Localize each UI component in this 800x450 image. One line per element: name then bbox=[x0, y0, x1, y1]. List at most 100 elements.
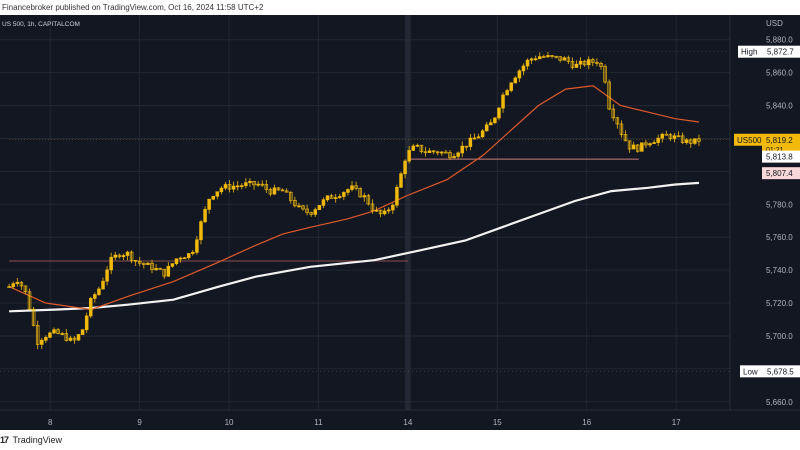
candle-body bbox=[35, 325, 40, 345]
candle-body bbox=[689, 139, 693, 144]
candle-body bbox=[395, 186, 399, 206]
y-tick-label: 5,720.0 bbox=[766, 299, 793, 308]
candle-body bbox=[615, 117, 620, 125]
candle-body bbox=[11, 283, 15, 287]
candle-body bbox=[248, 180, 252, 184]
candle-body bbox=[313, 209, 318, 215]
candle-body bbox=[40, 339, 44, 345]
x-tick-label: 9 bbox=[137, 418, 142, 427]
candle-body bbox=[631, 144, 636, 150]
candle-body bbox=[293, 200, 297, 207]
candle-body bbox=[525, 59, 530, 67]
candle-body bbox=[587, 59, 591, 66]
current-symbol-tag: US500 bbox=[737, 136, 762, 145]
candle-body bbox=[76, 334, 81, 341]
candle-body bbox=[619, 123, 624, 135]
candle-body bbox=[105, 269, 109, 282]
candle-body bbox=[260, 183, 264, 186]
candle-body bbox=[693, 138, 697, 144]
publish-text: Financebroker published on TradingView.c… bbox=[2, 3, 264, 12]
candle-body bbox=[684, 139, 689, 143]
candle-body bbox=[289, 191, 293, 201]
candle-body bbox=[558, 56, 562, 61]
candle-body bbox=[672, 135, 677, 139]
candle-body bbox=[129, 251, 134, 261]
candle-body bbox=[366, 195, 371, 205]
candle-body bbox=[56, 329, 60, 334]
candle-body bbox=[640, 142, 644, 152]
candle-body bbox=[182, 257, 187, 260]
candle-body bbox=[570, 60, 575, 68]
candle-body bbox=[321, 199, 326, 206]
candle-body bbox=[93, 294, 97, 299]
candle-body bbox=[644, 142, 648, 146]
x-tick-label: 17 bbox=[672, 418, 681, 427]
candle-body bbox=[15, 281, 20, 284]
candle-body bbox=[346, 189, 350, 193]
high-value: 5,872.7 bbox=[767, 48, 794, 57]
publish-header: Financebroker published on TradingView.c… bbox=[0, 0, 800, 15]
candle-body bbox=[407, 150, 411, 162]
candle-body bbox=[195, 239, 199, 253]
footer-bar: 17 TradingView bbox=[0, 430, 800, 450]
candle-body bbox=[146, 262, 150, 265]
candle-body bbox=[607, 81, 611, 110]
x-tick-label: 11 bbox=[314, 418, 323, 427]
low-value: 5,678.5 bbox=[767, 367, 794, 376]
candle-body bbox=[697, 138, 701, 142]
candle-body bbox=[635, 144, 640, 152]
low-tag-bg bbox=[740, 365, 764, 378]
candle-body bbox=[517, 70, 522, 79]
candle-body bbox=[342, 192, 346, 197]
candle-body bbox=[7, 286, 11, 288]
candle-body bbox=[574, 63, 579, 68]
y-tick-label: 5,700.0 bbox=[766, 332, 793, 341]
candle-body bbox=[668, 134, 673, 139]
candle-body bbox=[444, 151, 448, 154]
candle-body bbox=[150, 262, 154, 271]
ma-slow-line bbox=[9, 181, 700, 313]
session-separator bbox=[404, 15, 411, 410]
price-axis bbox=[730, 15, 800, 430]
candle-body bbox=[309, 212, 313, 215]
candle-body bbox=[199, 221, 203, 241]
candle-body bbox=[113, 254, 118, 258]
candle-body bbox=[154, 268, 158, 271]
y-tick-label: 5,880.0 bbox=[766, 36, 793, 45]
candle-body bbox=[603, 66, 607, 83]
candle-body bbox=[207, 198, 211, 210]
level-a-bg bbox=[762, 150, 800, 163]
candle-body bbox=[452, 156, 456, 159]
candle-body bbox=[48, 332, 52, 338]
candle-body bbox=[31, 308, 36, 326]
candle-body bbox=[264, 184, 269, 190]
candle-body bbox=[121, 255, 126, 258]
candle-body bbox=[423, 151, 428, 154]
candle-body bbox=[215, 191, 220, 197]
candle-body bbox=[64, 333, 69, 341]
candle-body bbox=[578, 60, 583, 65]
candle-body bbox=[305, 208, 309, 213]
candle-body bbox=[456, 152, 460, 157]
candle-body bbox=[297, 205, 301, 208]
candle-body bbox=[501, 94, 505, 109]
candle-body bbox=[484, 124, 489, 132]
chart-svg[interactable]: USD5,880.05,860.05,840.05,820.05,800.05,… bbox=[0, 15, 800, 430]
candle-body bbox=[403, 160, 407, 175]
candle-body bbox=[166, 265, 171, 277]
candle-body bbox=[521, 65, 526, 72]
candle-body bbox=[329, 195, 334, 199]
high-value-bg bbox=[764, 45, 800, 58]
candle-body bbox=[378, 209, 383, 215]
y-tick-label: 5,860.0 bbox=[766, 69, 793, 78]
candle-body bbox=[158, 268, 162, 270]
candle-body bbox=[174, 258, 179, 264]
ma-fast-line bbox=[8, 85, 700, 311]
candle-body bbox=[440, 151, 444, 154]
candle-body bbox=[476, 136, 481, 139]
candle-body bbox=[391, 204, 395, 211]
candle-body bbox=[170, 263, 175, 267]
candle-body bbox=[627, 140, 632, 150]
candle-body bbox=[374, 209, 379, 212]
price-chart[interactable]: USD5,880.05,860.05,840.05,820.05,800.05,… bbox=[0, 15, 800, 430]
